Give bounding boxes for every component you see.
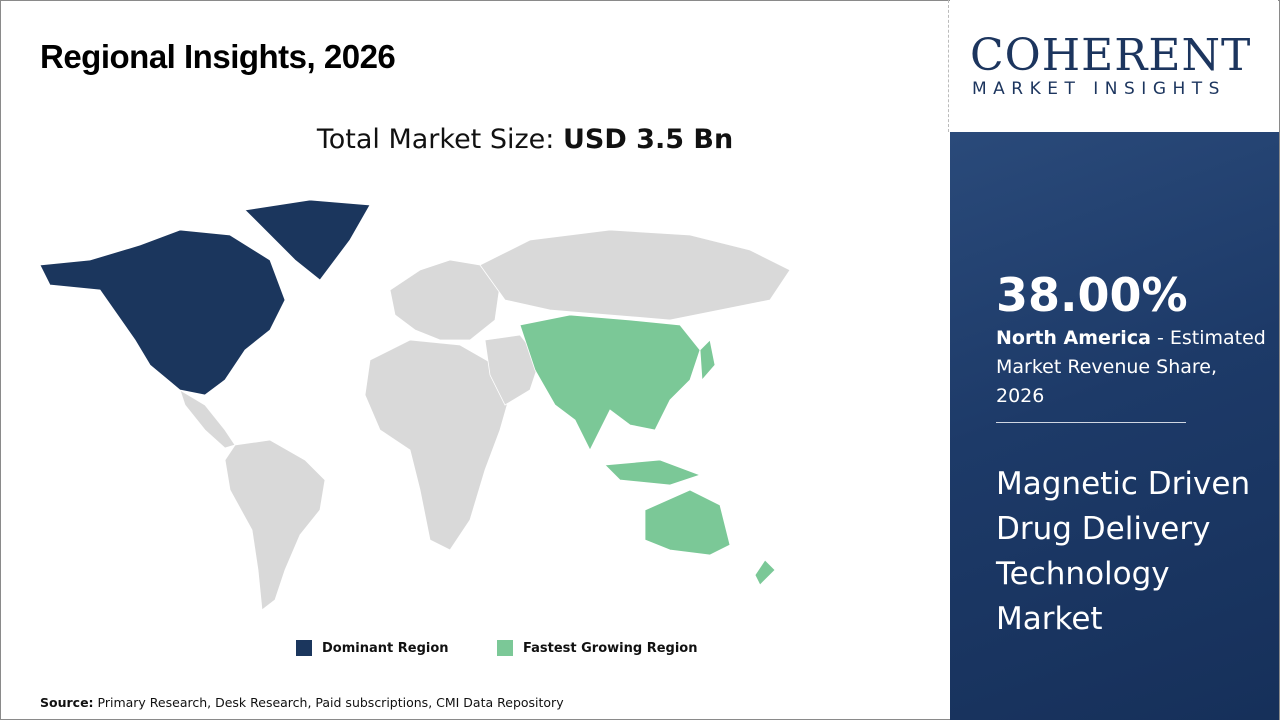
share-description: North America - Estimated Market Revenue… xyxy=(996,324,1266,411)
total-market-size: Total Market Size: USD 3.5 Bn xyxy=(0,124,1050,155)
page-title: Regional Insights, 2026 xyxy=(40,38,396,75)
logo-name: COHERENT xyxy=(970,30,1252,81)
map-australia xyxy=(644,489,731,556)
logo-tagline: MARKET INSIGHTS xyxy=(972,79,1226,99)
logo: COHERENT MARKET INSIGHTS xyxy=(950,0,1278,132)
market-size-label: Total Market Size: xyxy=(316,124,555,155)
map-indonesia xyxy=(604,459,702,486)
map-europe xyxy=(389,259,501,341)
legend-label: Dominant Region xyxy=(322,640,449,656)
source-text: Primary Research, Desk Research, Paid su… xyxy=(97,695,564,710)
source-label: Source: xyxy=(40,695,94,710)
map-south-america xyxy=(224,439,326,611)
map-new-zealand xyxy=(754,559,776,586)
map-north-america xyxy=(39,229,286,396)
legend-fastest: Fastest Growing Region xyxy=(497,640,697,656)
source-note: Source: Primary Research, Desk Research,… xyxy=(40,695,564,710)
divider xyxy=(948,0,949,132)
map-japan xyxy=(699,339,716,381)
fastest-swatch xyxy=(497,640,513,656)
share-value: 38.00% xyxy=(996,268,1188,322)
market-name: Magnetic Driven Drug Delivery Technology… xyxy=(996,466,1251,637)
market-size-value: USD 3.5 Bn xyxy=(562,124,734,155)
map-russia xyxy=(479,229,791,321)
map-central-america xyxy=(179,389,236,449)
world-map xyxy=(39,199,791,611)
dominant-swatch xyxy=(296,640,312,656)
map-middle-east xyxy=(484,334,541,406)
region-name: North America xyxy=(996,327,1151,349)
legend-dominant: Dominant Region xyxy=(296,640,449,656)
map-asia-pacific xyxy=(519,314,701,451)
description-text: - Estimated Market Revenue Share, 2026 xyxy=(996,327,1266,407)
info-panel: 38.00% North America - Estimated Market … xyxy=(950,132,1279,720)
map-africa xyxy=(364,339,511,551)
map-greenland xyxy=(244,199,371,281)
legend-label: Fastest Growing Region xyxy=(523,640,698,656)
divider-line xyxy=(996,422,1186,423)
